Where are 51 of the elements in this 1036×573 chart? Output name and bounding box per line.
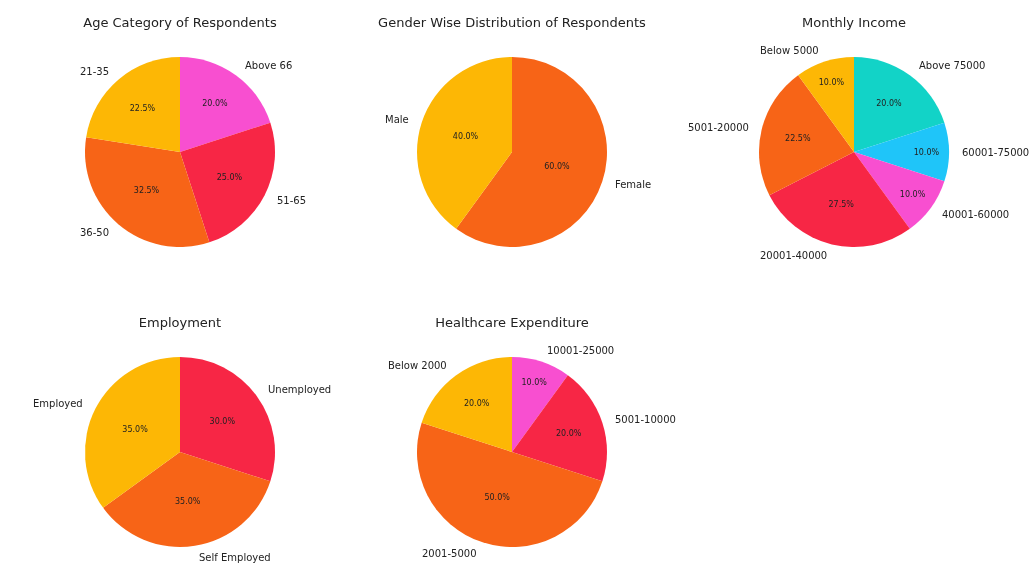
slice-label: Male [385, 114, 409, 125]
slice-label: Above 75000 [919, 60, 986, 71]
slice-label: 51-65 [277, 195, 307, 206]
data-label: 20.0% [202, 99, 229, 109]
data-label: 10.0% [913, 147, 940, 157]
chart-title: Employment [138, 314, 222, 330]
pie-slice [759, 75, 854, 196]
data-label: 22.5% [129, 103, 156, 113]
data-label: 10.0% [899, 190, 926, 200]
slice-label: 10001-25000 [547, 345, 615, 356]
slice-label: Unemployed [268, 384, 332, 395]
chart-title: Age Category of Respondents [83, 14, 277, 30]
slice-label: 36-50 [80, 227, 110, 238]
data-label: 40.0% [452, 132, 479, 142]
slice-label: Self Employed [199, 552, 271, 563]
pie-slice [421, 357, 512, 452]
slice-label: 5001-20000 [688, 122, 749, 133]
pie-slice [180, 122, 275, 243]
pie-slice [512, 375, 607, 482]
slice-label: 40001-60000 [942, 209, 1010, 220]
data-label: 10.0% [818, 78, 845, 88]
data-label: 10.0% [521, 378, 548, 388]
data-label: 25.0% [216, 172, 243, 182]
pie-slice [103, 452, 271, 547]
data-label: 22.5% [785, 134, 811, 144]
slice-label: Employed [33, 398, 83, 409]
data-label: 35.0% [174, 497, 201, 507]
chart-title: Healthcare Expenditure [435, 314, 589, 330]
slice-label: 21-35 [80, 66, 110, 77]
data-label: 20.0% [876, 99, 903, 109]
data-label: 27.5% [828, 199, 855, 209]
slice-label: Below 5000 [760, 45, 819, 56]
chart-title: Monthly Income [801, 14, 907, 30]
slice-label: 2001-5000 [422, 548, 477, 559]
slice-label: 60001-75000 [962, 147, 1030, 158]
data-label: 60.0% [544, 162, 571, 172]
slice-label: Female [615, 179, 652, 190]
data-label: 32.5% [133, 186, 160, 196]
data-label: 35.0% [122, 424, 149, 434]
data-label: 50.0% [484, 492, 511, 502]
pie-slice [417, 57, 512, 229]
slice-label: Below 2000 [388, 360, 447, 371]
chart-title: Gender Wise Distribution of Respondents [378, 14, 647, 30]
data-label: 20.0% [556, 429, 582, 439]
slice-label: 5001-10000 [615, 414, 676, 425]
data-label: 20.0% [463, 399, 490, 409]
slice-label: Above 66 [245, 60, 293, 71]
slice-label: 20001-40000 [760, 250, 828, 261]
data-label: 30.0% [209, 416, 236, 426]
pie-slice [854, 122, 949, 182]
pie-slice [417, 422, 603, 547]
